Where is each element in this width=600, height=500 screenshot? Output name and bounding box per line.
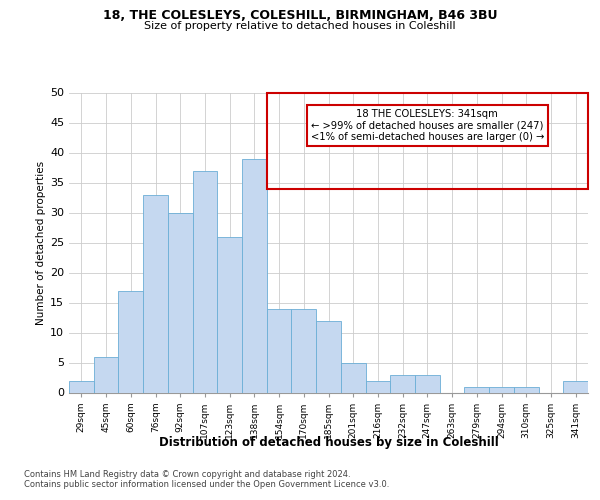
Bar <box>69 380 94 392</box>
Bar <box>341 362 365 392</box>
Text: Contains HM Land Registry data © Crown copyright and database right 2024.: Contains HM Land Registry data © Crown c… <box>24 470 350 479</box>
Text: Distribution of detached houses by size in Coleshill: Distribution of detached houses by size … <box>159 436 499 449</box>
Bar <box>415 374 440 392</box>
Bar <box>563 380 588 392</box>
Bar <box>143 194 168 392</box>
Bar <box>267 92 588 188</box>
Text: Contains public sector information licensed under the Open Government Licence v3: Contains public sector information licen… <box>24 480 389 489</box>
Y-axis label: Number of detached properties: Number of detached properties <box>36 160 46 324</box>
Bar <box>292 308 316 392</box>
Bar <box>489 386 514 392</box>
Text: 18, THE COLESLEYS, COLESHILL, BIRMINGHAM, B46 3BU: 18, THE COLESLEYS, COLESHILL, BIRMINGHAM… <box>103 9 497 22</box>
Bar <box>168 212 193 392</box>
Bar <box>94 356 118 392</box>
Text: Size of property relative to detached houses in Coleshill: Size of property relative to detached ho… <box>144 21 456 31</box>
Bar <box>514 386 539 392</box>
Bar <box>267 308 292 392</box>
Bar <box>193 170 217 392</box>
Bar <box>217 236 242 392</box>
Text: 18 THE COLESLEYS: 341sqm
← >99% of detached houses are smaller (247)
<1% of semi: 18 THE COLESLEYS: 341sqm ← >99% of detac… <box>311 109 544 142</box>
Bar <box>464 386 489 392</box>
Bar <box>390 374 415 392</box>
Bar <box>242 158 267 392</box>
Bar <box>365 380 390 392</box>
Bar <box>316 320 341 392</box>
Bar <box>118 290 143 392</box>
